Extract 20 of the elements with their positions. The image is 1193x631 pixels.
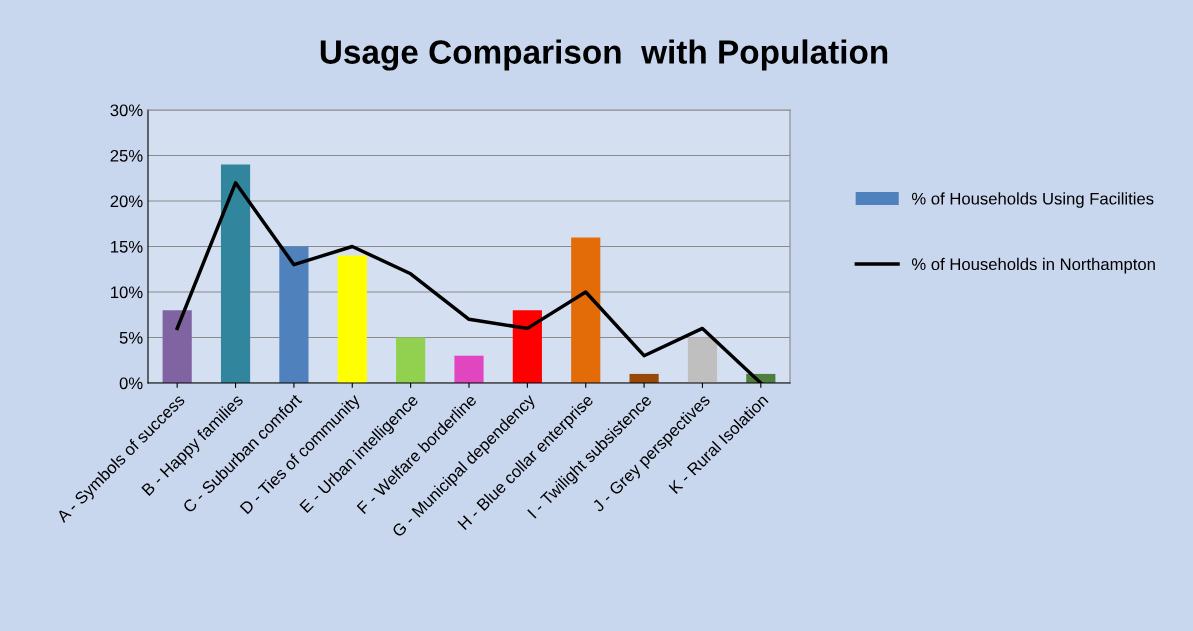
y-tick-label: 5% [119, 331, 143, 344]
bar [687, 337, 718, 383]
bar [279, 246, 309, 383]
legend-label: % of Households in Northampton [911, 257, 1155, 274]
bar [337, 255, 367, 383]
y-tick-label: 25% [110, 149, 143, 162]
y-tick-label: 15% [111, 240, 143, 253]
y-tick-label: 0% [119, 377, 143, 390]
bar [162, 310, 192, 383]
legend-label: % of Households Using Facilities [911, 192, 1154, 208]
bar [454, 355, 484, 383]
bar [220, 164, 251, 383]
chart-title: Usage Comparison with Population [320, 39, 888, 71]
bar [629, 373, 659, 383]
y-tick-label: 30% [110, 104, 143, 117]
y-tick-label: 20% [110, 195, 143, 208]
bar [396, 337, 426, 383]
bar [512, 310, 542, 383]
bar [571, 237, 601, 383]
y-tick-label: 10% [111, 286, 143, 299]
